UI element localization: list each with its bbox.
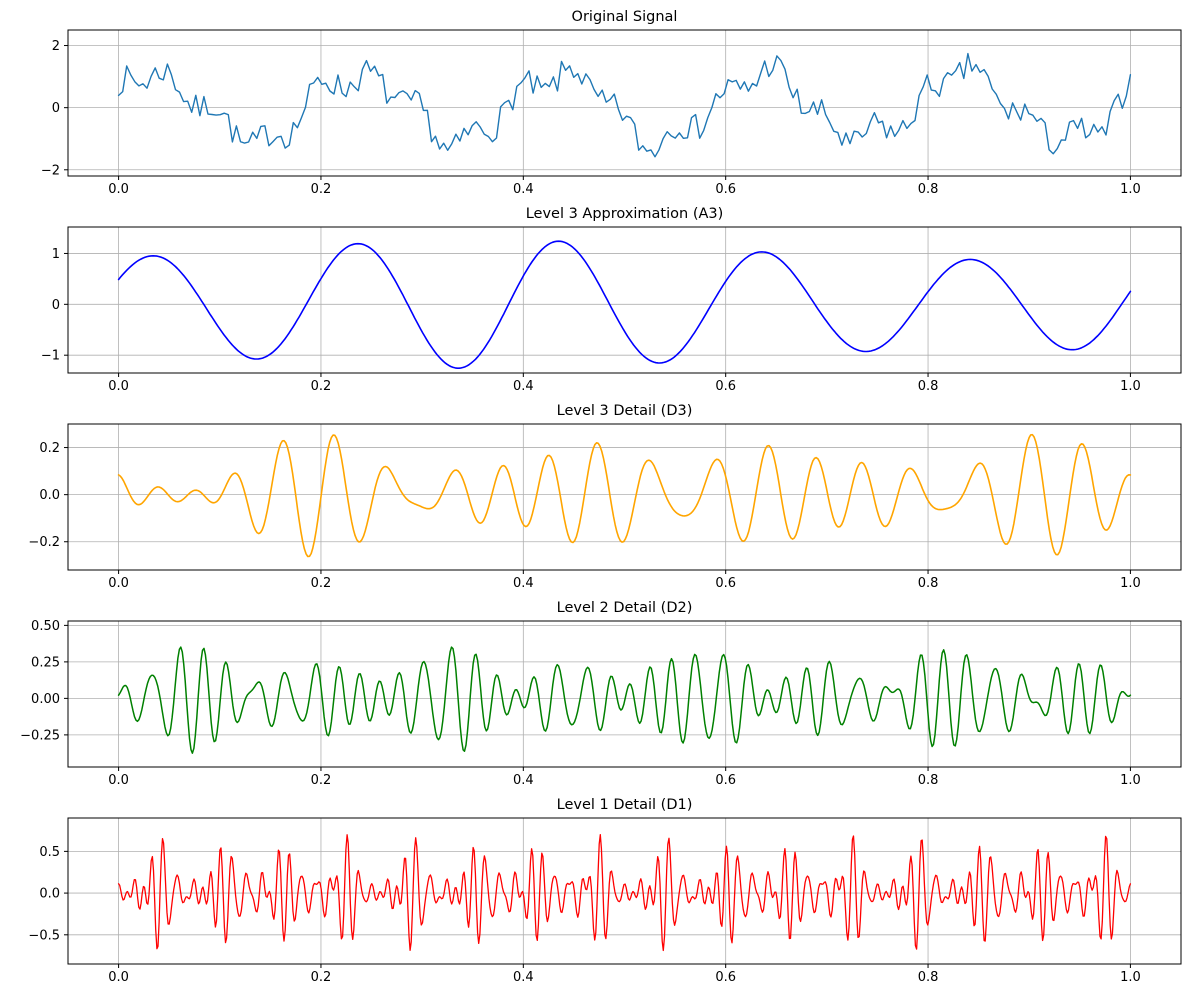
x-tick-label: 1.0 xyxy=(1120,970,1141,985)
x-tick-label: 0.2 xyxy=(311,379,332,394)
x-tick-label: 0.8 xyxy=(918,970,939,985)
x-tick-label: 0.2 xyxy=(311,182,332,197)
signal-line xyxy=(117,240,1132,369)
x-tick-label: 0.4 xyxy=(513,379,534,394)
y-tick-label: 0.0 xyxy=(39,488,60,503)
signal-line xyxy=(117,834,1132,952)
x-tick-label: 0.4 xyxy=(513,576,534,591)
y-tick-label: −0.25 xyxy=(20,728,60,743)
plot-border xyxy=(67,226,1182,374)
x-tick-label: 0.6 xyxy=(715,379,736,394)
y-tick-label: 0 xyxy=(52,298,60,313)
y-tick-label: 0.00 xyxy=(31,692,60,707)
subplot-title: Level 3 Approximation (A3) xyxy=(526,206,724,222)
x-tick-label: 0.4 xyxy=(513,773,534,788)
x-tick-label: 0.2 xyxy=(311,970,332,985)
y-tick-label: 0.0 xyxy=(39,887,60,902)
x-tick-label: 0.0 xyxy=(108,182,129,197)
y-tick-label: 0.25 xyxy=(31,655,60,670)
x-tick-label: 0.8 xyxy=(918,182,939,197)
x-tick-label: 0.6 xyxy=(715,773,736,788)
subplot-level-3-detail-d3: 0.0 0.2 0.4 0.6 0.8 1.0 0.2 0.0 −0.2 Level 3 Deta… xyxy=(28,403,1182,591)
y-tick-label: 1 xyxy=(52,247,60,262)
y-tick-label: 0.50 xyxy=(31,619,60,634)
x-tick-label: 1.0 xyxy=(1120,576,1141,591)
subplot-level-1-detail-d1: 0.0 0.2 0.4 0.6 0.8 1.0 0.5 0.0 −0.5 Level 1 Deta… xyxy=(28,797,1182,985)
x-tick-label: 0.2 xyxy=(311,576,332,591)
x-tick-label: 0.2 xyxy=(311,773,332,788)
signal-line xyxy=(117,433,1132,558)
signal-line xyxy=(117,52,1132,158)
plot-border xyxy=(67,423,1182,571)
subplot-title: Level 2 Detail (D2) xyxy=(557,600,693,616)
plot-border xyxy=(67,817,1182,965)
x-tick-label: 0.0 xyxy=(108,576,129,591)
y-tick-label: −2 xyxy=(41,163,60,178)
y-tick-label: −0.2 xyxy=(28,535,60,550)
subplot-level-2-detail-d2: 0.0 0.2 0.4 0.6 0.8 1.0 0.50 0.25 0.00 −0.25 Level… xyxy=(20,600,1182,788)
plot-border xyxy=(67,620,1182,768)
x-tick-label: 1.0 xyxy=(1120,379,1141,394)
x-tick-label: 0.0 xyxy=(108,379,129,394)
subplot-title: Level 3 Detail (D3) xyxy=(557,403,693,419)
x-tick-label: 0.8 xyxy=(918,773,939,788)
x-tick-label: 1.0 xyxy=(1120,773,1141,788)
signal-line xyxy=(117,646,1132,754)
x-tick-label: 0.4 xyxy=(513,970,534,985)
x-tick-label: 0.8 xyxy=(918,379,939,394)
x-tick-label: 0.6 xyxy=(715,576,736,591)
subplot-original-signal: 0.0 0.2 0.4 0.6 0.8 1.0 2 0 −2 Original Signal xyxy=(41,9,1182,197)
subplot-level-3-approximation-a3: 0.0 0.2 0.4 0.6 0.8 1.0 1 0 −1 Level 3 Approximat… xyxy=(41,206,1182,394)
plot-border xyxy=(67,29,1182,177)
x-tick-label: 0.0 xyxy=(108,773,129,788)
x-tick-label: 0.6 xyxy=(715,970,736,985)
x-tick-label: 0.4 xyxy=(513,182,534,197)
y-tick-label: 0 xyxy=(52,101,60,116)
y-tick-label: 2 xyxy=(52,39,60,54)
subplot-title: Level 1 Detail (D1) xyxy=(557,797,693,813)
y-tick-label: 0.5 xyxy=(39,845,60,860)
x-tick-label: 0.6 xyxy=(715,182,736,197)
x-tick-label: 0.0 xyxy=(108,970,129,985)
x-tick-label: 0.8 xyxy=(918,576,939,591)
y-tick-label: −0.5 xyxy=(28,928,60,943)
y-tick-label: 0.2 xyxy=(39,441,60,456)
y-tick-label: −1 xyxy=(41,349,60,364)
subplot-title: Original Signal xyxy=(572,9,678,25)
x-tick-label: 1.0 xyxy=(1120,182,1141,197)
